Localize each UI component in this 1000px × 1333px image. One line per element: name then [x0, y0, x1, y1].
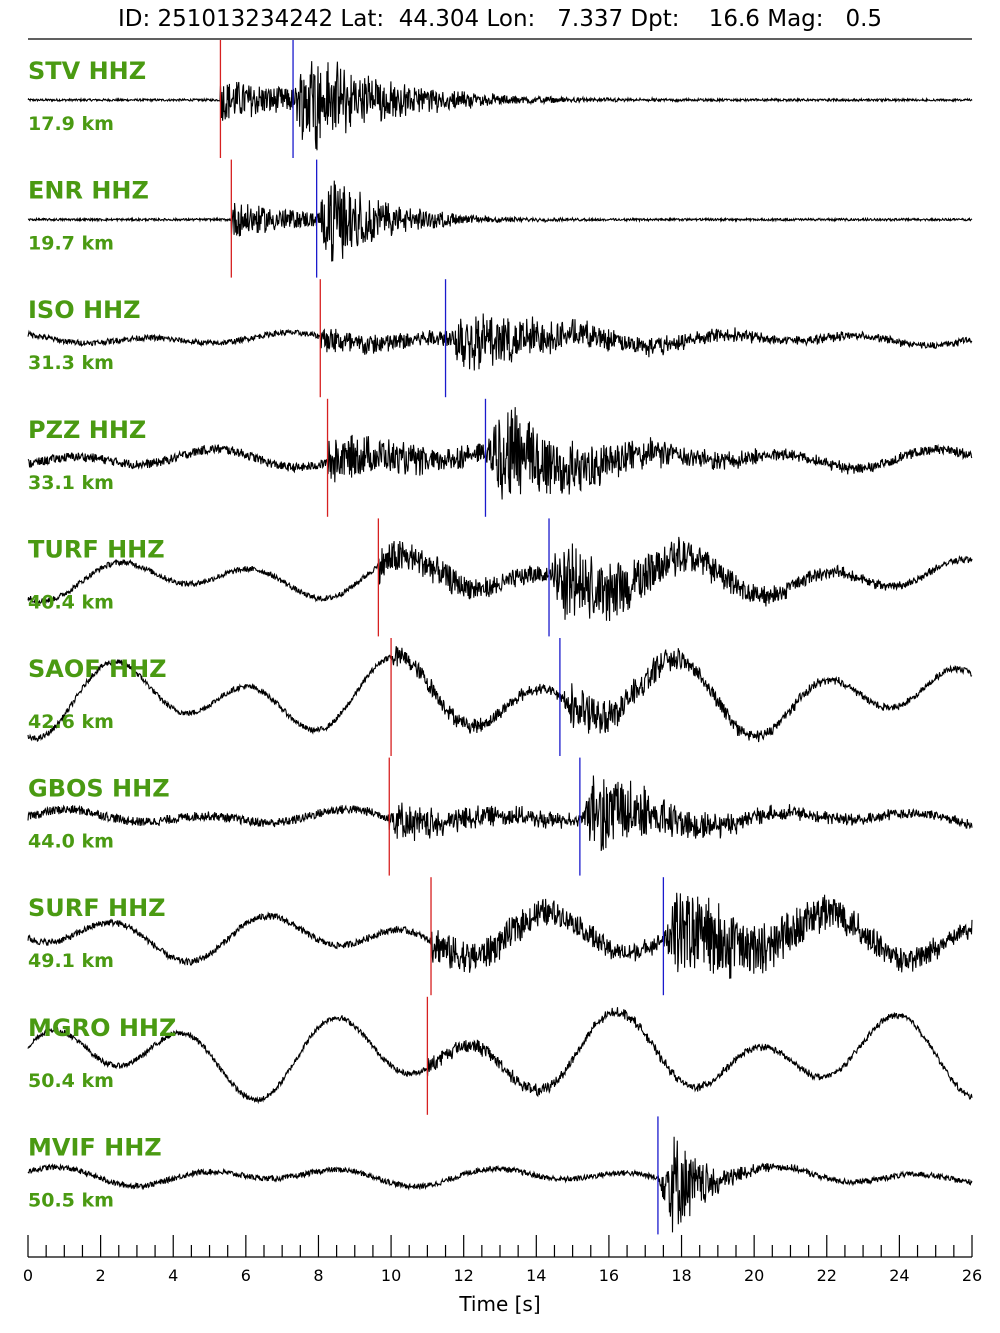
tick-label: 16	[599, 1266, 619, 1285]
station-name: SAOF HHZ	[28, 655, 167, 683]
station-trace: ISO HHZ 31.3 km	[27, 279, 973, 398]
station-name: MGRO HHZ	[28, 1014, 176, 1042]
tick-label: 26	[962, 1266, 982, 1285]
station-name: PZZ HHZ	[28, 416, 146, 444]
waveform-line	[27, 536, 973, 622]
station-trace: MVIF HHZ 50.5 km	[27, 1116, 973, 1235]
station-trace: STV HHZ 17.9 km	[27, 40, 973, 158]
tick-label: 0	[23, 1266, 33, 1285]
tick-label: 18	[671, 1266, 691, 1285]
waveform-line	[27, 646, 973, 743]
station-distance: 49.1 km	[28, 950, 114, 972]
station-distance: 33.1 km	[28, 472, 114, 494]
tick-label: 14	[526, 1266, 546, 1285]
station-name: ISO HHZ	[28, 296, 141, 324]
waveform-line	[27, 1007, 973, 1105]
tick-label: 10	[381, 1266, 401, 1285]
station-trace: MGRO HHZ 50.4 km	[27, 996, 973, 1115]
station-distance: 50.4 km	[28, 1070, 114, 1092]
station-name: STV HHZ	[28, 57, 146, 85]
x-axis-label: Time [s]	[458, 1292, 540, 1316]
station-trace: TURF HHZ 40.4 km	[27, 518, 973, 637]
waveform-line	[27, 1136, 973, 1233]
waveform-line	[27, 180, 973, 262]
waveform-line	[27, 892, 973, 979]
event-title: ID: 251013234242 Lat: 44.304 Lon: 7.337 …	[117, 6, 883, 32]
waveform-line	[27, 313, 973, 371]
station-name: TURF HHZ	[28, 535, 165, 563]
station-distance: 50.5 km	[28, 1189, 114, 1211]
tick-label: 6	[241, 1266, 251, 1285]
tick-label: 2	[96, 1266, 106, 1285]
waveform-line	[27, 61, 973, 151]
station-trace: SURF HHZ 49.1 km	[27, 877, 973, 996]
station-distance: 40.4 km	[28, 591, 114, 613]
station-distance: 19.7 km	[28, 233, 114, 255]
tick-label: 4	[168, 1266, 178, 1285]
traces-group: STV HHZ 17.9 km ENR HHZ 19.7 km ISO HHZ 31.3 …	[27, 40, 973, 1235]
tick-label: 8	[313, 1266, 323, 1285]
station-trace: ENR HHZ 19.7 km	[27, 159, 973, 278]
tick-label: 24	[889, 1266, 909, 1285]
station-name: GBOS HHZ	[28, 775, 170, 803]
station-trace: GBOS HHZ 44.0 km	[27, 757, 973, 876]
station-distance: 42.6 km	[28, 711, 114, 733]
station-distance: 44.0 km	[28, 831, 114, 853]
station-trace: SAOF HHZ 42.6 km	[27, 638, 973, 756]
station-trace: PZZ HHZ 33.1 km	[27, 398, 973, 517]
station-name: SURF HHZ	[28, 894, 166, 922]
time-axis: 0 2 4 6 8 10 12 14 16 18 20 22 24 26	[23, 1235, 982, 1285]
station-distance: 31.3 km	[28, 352, 114, 374]
station-distance: 17.9 km	[28, 113, 114, 135]
waveform-line	[27, 407, 973, 500]
station-name: ENR HHZ	[28, 177, 149, 205]
waveform-line	[27, 775, 973, 851]
station-name: MVIF HHZ	[28, 1133, 162, 1161]
tick-label: 20	[744, 1266, 764, 1285]
tick-label: 12	[454, 1266, 474, 1285]
tick-label: 22	[817, 1266, 837, 1285]
